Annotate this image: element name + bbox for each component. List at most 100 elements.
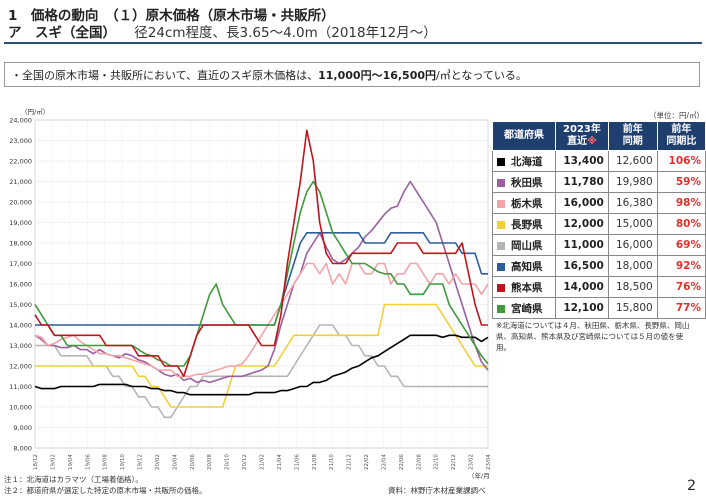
- y-tick-label: 12,000: [9, 363, 32, 371]
- legend-row: 北海道 13,400 12,600 106%: [491, 150, 706, 172]
- legend-prev: 12,600: [607, 150, 658, 172]
- legend-row: 秋田県 11,780 19,980 59%: [491, 171, 706, 193]
- legend-swatch: [497, 241, 505, 250]
- legend-table: 都道府県 2023年 直近※ 前年 同期 前年 同期比 北海道 13,400 12,600…: [491, 121, 706, 319]
- header-pref: 都道府県: [491, 121, 557, 151]
- header-current-label: 直近: [567, 136, 588, 147]
- series-line-0: [34, 334, 489, 396]
- legend-swatch: [497, 220, 505, 229]
- legend-pref-name: 岡山県: [511, 239, 543, 252]
- page-subtitle: ア スギ（全国） 径24cm程度、長3.65～4.0m（2018年12月～）: [8, 21, 437, 41]
- x-tick-label: 19/02: [50, 454, 56, 470]
- legend-row: 栃木県 16,000 16,380 98%: [491, 192, 706, 214]
- legend-pref-name: 秋田県: [511, 176, 543, 189]
- legend-pref: 熊本県: [491, 276, 557, 298]
- x-tick-label: 21/04: [277, 454, 283, 470]
- legend-swatch: [497, 157, 505, 166]
- legend-pref-name: 栃木県: [511, 197, 543, 210]
- summary-highlight: 11,000円～16,500円: [318, 69, 437, 82]
- legend-row: 長野県 12,000 15,000 80%: [491, 213, 706, 235]
- x-tick-label: 20/10: [225, 454, 231, 470]
- y-tick-label: 15,000: [9, 301, 32, 309]
- header-ratio: 前年 同期比: [656, 121, 706, 151]
- header-current-mark: ※: [587, 136, 597, 147]
- legend-row: 岡山県 11,000 16,000 69%: [491, 234, 706, 256]
- legend-current: 13,400: [555, 150, 609, 172]
- x-tick-label: 22/08: [416, 454, 422, 470]
- table-unit-note: （単位：円/㎥）: [649, 111, 705, 120]
- series-line-6: [34, 129, 488, 378]
- y-tick-label: 20,000: [9, 199, 32, 207]
- header-ratio-l2: 同期比: [666, 136, 697, 147]
- legend-prev: 18,000: [607, 255, 658, 277]
- summary-suffix: /㎥となっている。: [436, 69, 527, 82]
- header-current: 2023年 直近※: [555, 121, 609, 151]
- subtitle-main: ア スギ（全国）: [8, 25, 116, 41]
- x-tick-label: 21/08: [312, 454, 318, 470]
- legend-swatch: [497, 178, 505, 187]
- x-tick-label: 18/12: [33, 454, 39, 470]
- title-divider: [4, 42, 702, 44]
- series-line-4: [35, 324, 488, 419]
- y-tick-label: 16,000: [9, 281, 32, 289]
- x-tick-label: 22/06: [399, 454, 405, 470]
- summary-prefix: ・全国の原木市場・共販所において、直近のスギ原木価格は、: [11, 69, 319, 82]
- legend-prev: 16,380: [607, 192, 658, 214]
- legend-current: 16,000: [555, 192, 609, 214]
- y-tick-label: 17,000: [9, 260, 32, 268]
- x-axis-unit: （年/月）: [468, 471, 490, 480]
- x-tick-label: 21/10: [329, 454, 335, 470]
- legend-ratio: 106%: [656, 150, 706, 172]
- legend-ratio: 98%: [656, 192, 706, 214]
- legend-pref: 長野県: [491, 213, 557, 235]
- y-tick-label: 24,000: [9, 117, 32, 125]
- legend-ratio: 92%: [656, 255, 706, 277]
- series-line-2: [34, 262, 489, 378]
- x-tick-label: 23/02: [469, 454, 475, 470]
- legend-pref-name: 熊本県: [511, 281, 543, 294]
- legend-current: 11,000: [555, 234, 609, 256]
- legend-pref-name: 北海道: [511, 155, 543, 168]
- header-prev-l1: 前年: [622, 124, 643, 135]
- legend-pref-name: 長野県: [511, 218, 543, 231]
- legend-current: 14,000: [555, 276, 609, 298]
- legend-swatch: [497, 199, 505, 208]
- legend-ratio: 69%: [656, 234, 706, 256]
- legend-prev: 18,500: [607, 276, 658, 298]
- legend-pref: 秋田県: [491, 171, 557, 193]
- x-tick-label: 20/04: [172, 454, 178, 470]
- y-axis-label: （円/㎥）: [21, 107, 49, 116]
- legend-pref: 栃木県: [491, 192, 557, 214]
- x-tick-label: 21/12: [347, 454, 353, 470]
- legend-swatch: [497, 283, 505, 292]
- x-tick-label: 22/04: [381, 454, 387, 470]
- side-note: ※北海道については４月、秋田県、栃木県、長野県、岡山県、高知県、熊本県及び宮崎県…: [496, 321, 690, 352]
- header-ratio-l1: 前年: [671, 124, 692, 135]
- y-tick-label: 19,000: [9, 219, 32, 227]
- y-tick-label: 23,000: [9, 137, 32, 145]
- header-prev-l2: 同期: [622, 136, 643, 147]
- y-tick-label: 14,000: [9, 322, 32, 330]
- legend-current: 12,000: [555, 213, 609, 235]
- legend-row: 高知県 16,500 18,000 92%: [491, 255, 706, 277]
- legend-prev: 15,800: [607, 297, 658, 319]
- legend-pref: 岡山県: [491, 234, 557, 256]
- series-line-3: [35, 303, 488, 408]
- legend-pref-name: 宮崎県: [511, 302, 543, 315]
- x-tick-label: 22/02: [364, 454, 370, 470]
- summary-box: ・全国の原木市場・共販所において、直近のスギ原木価格は、11,000円～16,5…: [4, 62, 700, 87]
- legend-prev: 19,980: [607, 171, 658, 193]
- header-current-year: 2023年: [563, 124, 601, 135]
- legend-current: 11,780: [555, 171, 609, 193]
- x-tick-label: 21/06: [294, 454, 300, 470]
- x-tick-label: 19/10: [120, 454, 126, 470]
- y-tick-label: 21,000: [9, 178, 32, 186]
- legend-row: 宮崎県 12,100 15,800 77%: [491, 297, 706, 319]
- footnote-2: 注２：都道府県が選定した特定の原木市場・共販所の価格。: [4, 486, 207, 495]
- legend-swatch: [497, 262, 505, 271]
- page-number: 2: [687, 478, 696, 494]
- legend-pref: 宮崎県: [491, 297, 557, 319]
- legend-pref: 高知県: [491, 255, 557, 277]
- x-tick-label: 20/02: [155, 454, 161, 470]
- x-tick-label: 21/02: [260, 454, 266, 470]
